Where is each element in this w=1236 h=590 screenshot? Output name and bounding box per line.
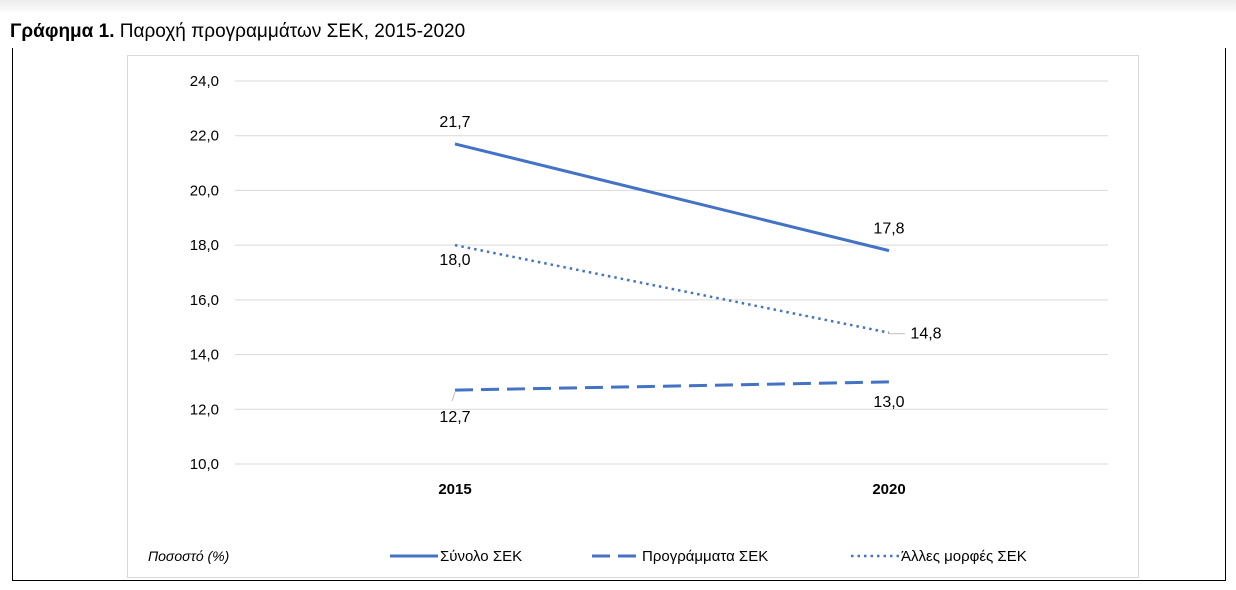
data-label: 13,0 — [873, 394, 904, 411]
gridlines — [235, 80, 1108, 465]
legend-label: Άλλες μορφές ΣΕΚ — [901, 548, 1027, 565]
chart-area — [127, 55, 1139, 578]
legend: Σύνολο ΣΕΚ Προγράμματα ΣΕΚ Άλλες μορφές ΣΕ… — [390, 548, 1027, 565]
top-band — [0, 0, 1236, 14]
figure-number: Γράφημα 1. — [10, 21, 115, 42]
y-axis-label: Ποσοστό (%) — [148, 548, 229, 564]
legend-label: Σύνολο ΣΕΚ — [440, 548, 522, 565]
series-line — [454, 243, 890, 334]
data-labels: 21,7 17,8 12,7 13,0 18,0 14,8 — [439, 114, 941, 426]
figure-frame — [12, 48, 1226, 581]
data-label: 18,0 — [439, 252, 470, 269]
y-tick-label: 20,0 — [190, 182, 219, 199]
series-line — [454, 142, 890, 253]
x-tick-label: 2015 — [438, 481, 471, 498]
data-label: 21,7 — [439, 114, 470, 131]
series-line — [454, 380, 890, 392]
data-label: 17,8 — [873, 221, 904, 238]
series-lines — [454, 142, 890, 392]
y-tick-label: 12,0 — [190, 401, 219, 418]
y-tick-label: 14,0 — [190, 347, 219, 364]
y-tick-label: 22,0 — [190, 128, 219, 145]
y-tick-label: 10,0 — [190, 456, 219, 473]
figure-title: Γράφημα 1. Παροχή προγραμμάτων ΣΕΚ, 2015… — [10, 20, 465, 44]
figure-caption: Παροχή προγραμμάτων ΣΕΚ, 2015-2020 — [114, 21, 466, 42]
x-tick-label: 2020 — [872, 481, 905, 498]
legend-label: Προγράμματα ΣΕΚ — [642, 548, 768, 565]
y-tick-label: 16,0 — [190, 292, 219, 309]
y-tick-label: 18,0 — [190, 237, 219, 254]
y-tick-label: 24,0 — [190, 73, 219, 90]
x-axis-ticks: 2015 2020 — [438, 481, 905, 498]
data-label: 12,7 — [439, 409, 470, 426]
leader-line — [451, 391, 456, 402]
y-axis-ticks: 10,0 12,0 14,0 16,0 18,0 20,0 22,0 24,0 — [190, 73, 219, 473]
data-label: 14,8 — [910, 326, 941, 343]
